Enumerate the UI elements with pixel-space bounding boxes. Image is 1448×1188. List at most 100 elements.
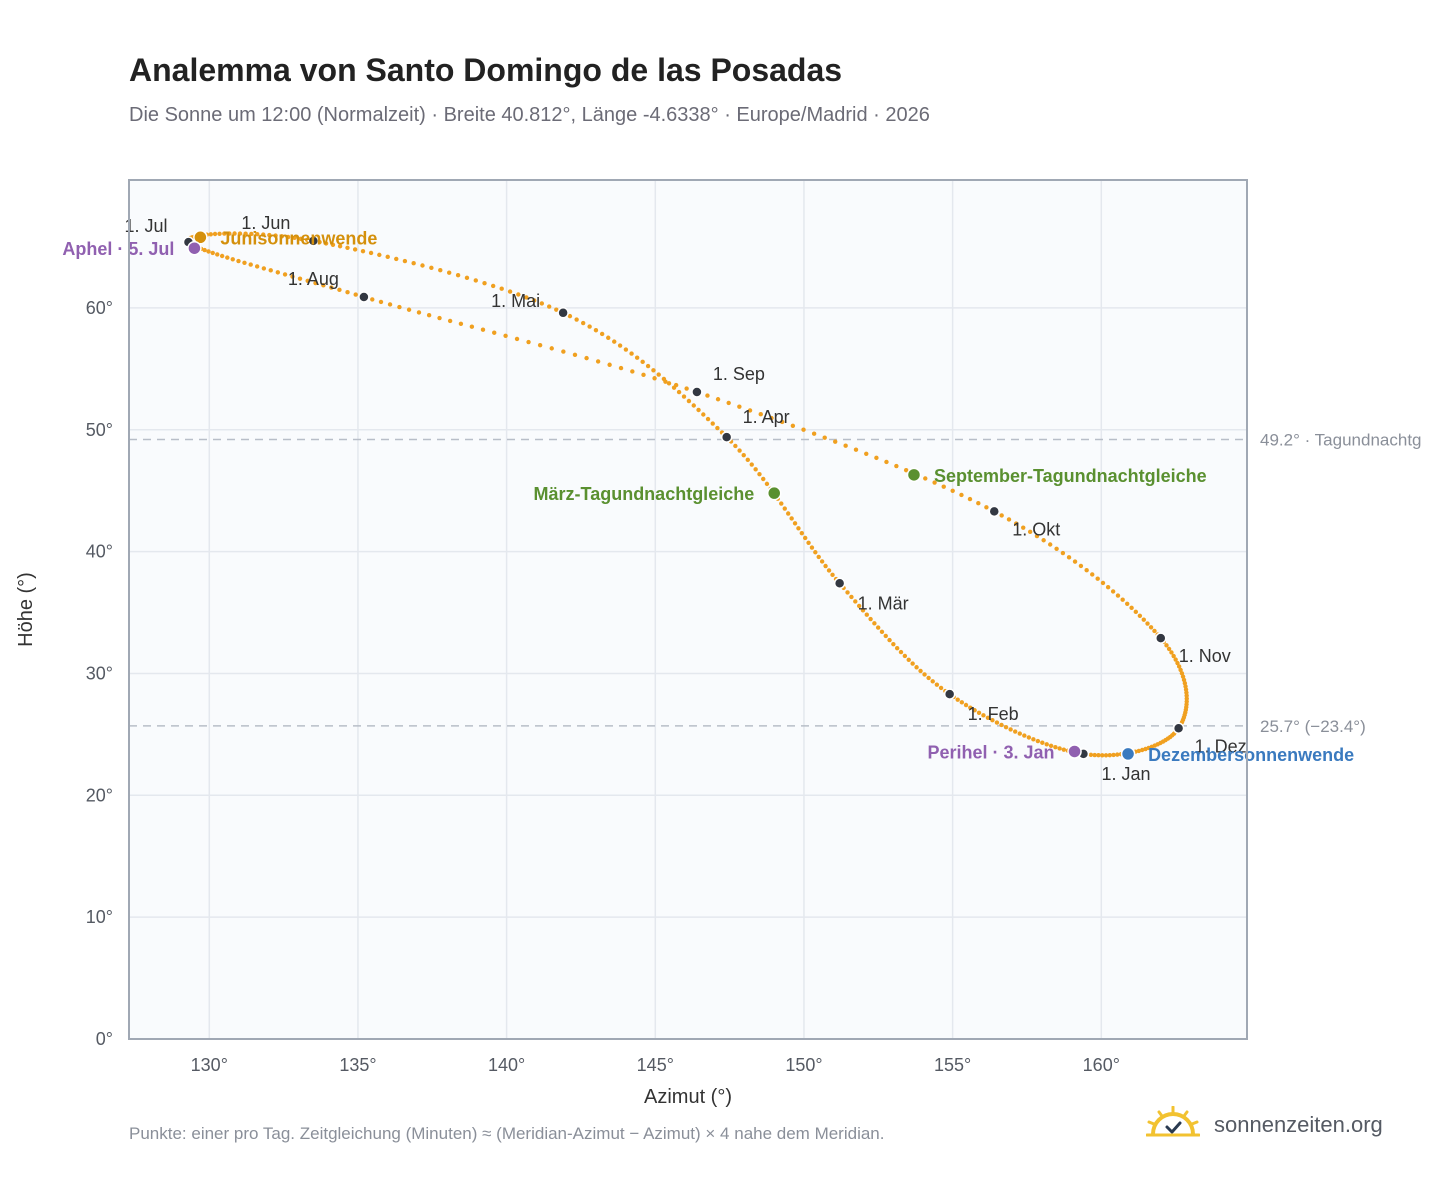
event-label: Dezembersonnenwende xyxy=(1148,745,1354,765)
daily-sun-point xyxy=(1180,674,1186,679)
daily-sun-point xyxy=(503,333,508,338)
daily-sun-point xyxy=(1166,646,1172,652)
daily-sun-point xyxy=(290,274,295,279)
daily-sun-point xyxy=(938,685,944,691)
event-label: Junisonnenwende xyxy=(220,228,377,248)
daily-sun-point xyxy=(864,451,869,456)
daily-sun-point xyxy=(429,265,434,271)
daily-sun-point xyxy=(243,231,248,236)
daily-sun-point xyxy=(1136,748,1142,754)
month-label: 1. Aug xyxy=(288,269,339,289)
daily-sun-point xyxy=(903,467,909,473)
daily-sun-point xyxy=(438,268,443,273)
daily-sun-point xyxy=(480,327,486,332)
daily-sun-point xyxy=(387,302,393,307)
daily-sun-point xyxy=(1105,585,1111,590)
daily-sun-point xyxy=(1152,628,1157,634)
daily-sun-point xyxy=(482,280,487,286)
daily-sun-point xyxy=(872,621,877,626)
daily-sun-point xyxy=(860,608,866,613)
daily-sun-point xyxy=(737,404,742,409)
daily-sun-point xyxy=(416,310,422,315)
daily-sun-point xyxy=(1006,517,1012,522)
chart-subtitle: Die Sonne um 12:00 (Normalzeit) · Breite… xyxy=(129,104,930,126)
y-axis-title: Höhe (°) xyxy=(15,572,37,647)
brand-logo[interactable]: sonnenzeiten.org xyxy=(1145,1100,1383,1150)
daily-sun-point xyxy=(898,649,904,655)
month-marker xyxy=(1172,722,1185,735)
daily-sun-point xyxy=(1164,643,1169,648)
daily-sun-point xyxy=(934,682,940,687)
daily-sun-point xyxy=(546,304,552,309)
daily-sun-point xyxy=(1115,752,1120,757)
daily-sun-point xyxy=(749,462,754,467)
daily-sun-point xyxy=(656,372,661,377)
daily-sun-point xyxy=(676,389,682,395)
month-label: 1. Jul xyxy=(124,216,167,236)
daily-sun-point xyxy=(230,257,235,262)
y-tick-label: 60° xyxy=(86,298,113,318)
daily-sun-point xyxy=(426,313,432,318)
daily-sun-point xyxy=(705,393,710,398)
daily-sun-point xyxy=(809,545,815,550)
daily-sun-point xyxy=(758,412,763,417)
daily-sun-point xyxy=(645,363,651,369)
daily-sun-point xyxy=(641,372,646,378)
event-marker xyxy=(906,467,922,483)
daily-sun-point xyxy=(701,412,706,417)
daily-sun-point xyxy=(884,459,889,465)
daily-sun-point xyxy=(634,355,640,360)
daily-sun-point xyxy=(202,247,207,253)
daily-sun-point xyxy=(385,254,390,260)
reference-lines: 49.2° · Tagundnachtg 25.7° (−23.4°) xyxy=(129,431,1422,736)
month-marker xyxy=(358,291,370,303)
event-markers: Junisonnenwende Aphel · 5. Jul März-Tagund… xyxy=(62,228,1354,765)
daily-sun-point xyxy=(360,248,366,254)
daily-sun-point xyxy=(623,347,629,352)
daily-sun-point xyxy=(910,661,915,666)
daily-sun-point xyxy=(1034,533,1040,539)
daily-sun-point xyxy=(617,343,623,348)
chart-title: Analemma von Santo Domingo de las Posada… xyxy=(129,52,843,88)
daily-sun-point xyxy=(285,234,291,240)
month-label: 1. Jun xyxy=(241,213,290,233)
month-markers: 1. Jan 1. Feb 1. Mär 1. Apr 1. Mai 1. Jun 1. J… xyxy=(124,213,1246,784)
daily-sun-point xyxy=(887,637,892,643)
daily-sun-point xyxy=(782,506,787,511)
event-label: März-Tagundnachtgleiche xyxy=(534,484,755,504)
daily-sun-point xyxy=(984,505,989,510)
daily-sun-point xyxy=(514,336,520,342)
daily-sun-point xyxy=(1060,550,1066,556)
daily-sun-point xyxy=(242,260,247,265)
daily-sun-point xyxy=(1044,742,1049,747)
daily-sun-point xyxy=(305,278,310,284)
daily-sun-point xyxy=(1169,650,1174,655)
daily-sun-point xyxy=(753,467,758,472)
daily-sun-point xyxy=(1084,567,1089,573)
daily-sun-point xyxy=(1125,601,1130,606)
daily-sun-point xyxy=(822,435,827,440)
y-tick-label: 10° xyxy=(86,907,113,927)
daily-sun-point xyxy=(819,559,825,564)
daily-sun-point xyxy=(612,339,617,344)
daily-sun-point xyxy=(572,352,578,358)
daily-sun-point xyxy=(279,234,285,239)
event-marker xyxy=(1067,744,1082,759)
daily-sun-point xyxy=(554,307,559,312)
daily-sun-point xyxy=(313,280,318,286)
x-tick-label: 150° xyxy=(785,1055,822,1075)
daily-sun-point xyxy=(225,255,230,260)
daily-sun-point xyxy=(849,594,854,600)
daily-sun-point xyxy=(337,244,343,249)
daily-sun-point xyxy=(217,231,222,236)
daily-sun-point xyxy=(297,276,303,281)
month-marker xyxy=(307,235,320,247)
y-axis-ticks: 0° 10° 20° 30° 40° 50° 60° xyxy=(86,298,113,1049)
daily-sun-point xyxy=(696,407,701,413)
daily-sun-point xyxy=(248,262,253,267)
daily-sun-point xyxy=(902,653,908,659)
daily-sun-point xyxy=(967,496,973,502)
daily-sun-point xyxy=(458,321,464,326)
daily-sun-point xyxy=(1129,605,1134,611)
sun-check-icon xyxy=(1145,1105,1201,1145)
